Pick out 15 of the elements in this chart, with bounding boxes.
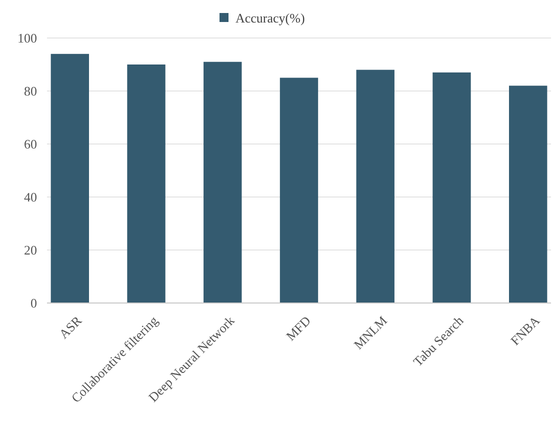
bar	[432, 72, 471, 303]
bar	[204, 62, 242, 303]
y-tick-label: 100	[18, 30, 37, 46]
bar	[509, 86, 548, 303]
bar	[127, 64, 166, 303]
bar	[50, 54, 89, 303]
y-tick-label: 40	[24, 190, 37, 205]
legend-label: Accuracy(%)	[236, 10, 305, 26]
bar	[356, 70, 394, 303]
x-tick-label: ASR	[56, 312, 85, 342]
y-tick-label: 0	[30, 296, 37, 311]
y-tick-label: 20	[24, 242, 37, 258]
bar	[280, 78, 318, 303]
y-tick-label: 80	[24, 84, 37, 99]
y-tick-label: 60	[24, 136, 37, 152]
